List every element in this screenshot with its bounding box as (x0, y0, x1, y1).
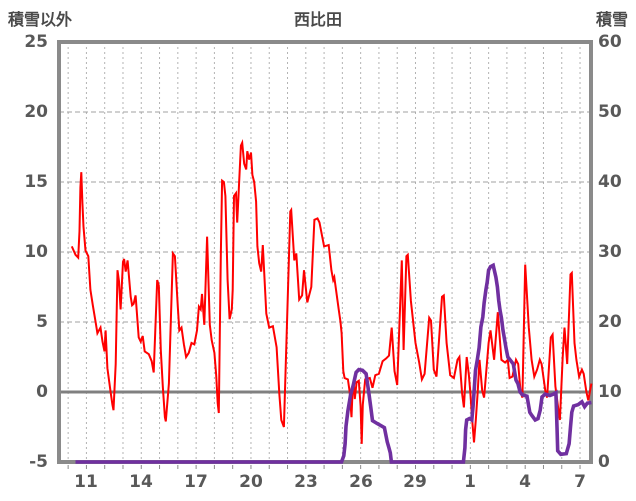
left-tick-label: 0 (36, 382, 48, 402)
x-tick-label: 26 (349, 472, 373, 492)
x-tick-label: 4 (519, 472, 531, 492)
right-axis-title: 積雪 (595, 10, 628, 29)
left-tick-label: 10 (24, 242, 48, 262)
x-tick-label: 29 (403, 472, 427, 492)
right-tick-label: 30 (598, 242, 622, 262)
left-tick-label: 15 (24, 172, 48, 192)
chart-title: 西比田 (293, 10, 342, 29)
x-tick-label: 23 (294, 472, 318, 492)
x-tick-label: 17 (184, 472, 208, 492)
right-tick-label: 50 (598, 102, 622, 122)
x-tick-label: 14 (129, 472, 153, 492)
left-axis-title: 積雪以外 (8, 10, 73, 29)
left-tick-label: 5 (36, 312, 48, 332)
right-tick-label: 0 (598, 452, 610, 472)
x-tick-label: 7 (574, 472, 586, 492)
right-tick-label: 60 (598, 32, 622, 52)
left-tick-label: 25 (24, 32, 48, 52)
left-tick-label: -5 (29, 452, 48, 472)
x-tick-label: 1 (464, 472, 476, 492)
temperature-line (70, 139, 593, 444)
left-tick-label: 20 (24, 102, 48, 122)
right-tick-label: 10 (598, 382, 622, 402)
x-tick-label: 20 (239, 472, 263, 492)
right-tick-label: 20 (598, 312, 622, 332)
snow-depth-line (75, 262, 592, 464)
right-tick-label: 40 (598, 172, 622, 192)
x-tick-label: 11 (74, 472, 98, 492)
